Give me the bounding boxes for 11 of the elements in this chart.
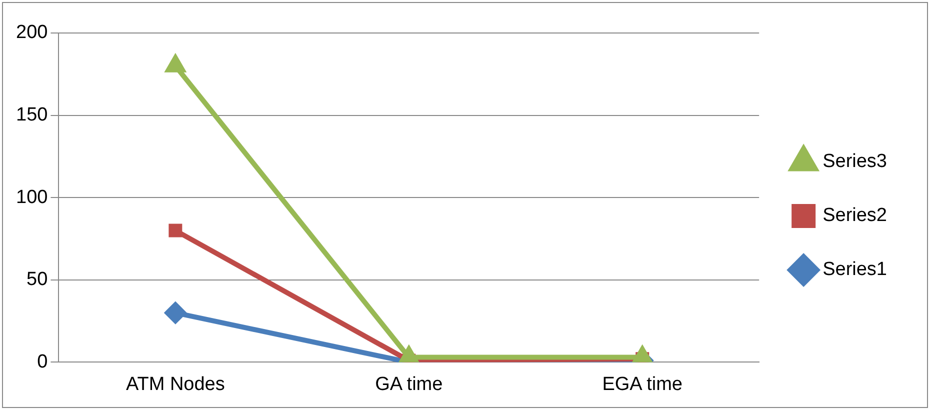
y-tick-label: 200 [16,22,48,44]
legend-label: Series3 [822,151,887,172]
x-tick-label: EGA time [602,374,682,395]
legend-label: Series2 [822,205,887,226]
y-tick-label: 50 [26,269,48,290]
y-tick-label: 100 [16,186,48,208]
legend-label: Series1 [822,259,887,280]
y-tick-label: 0 [37,351,48,372]
y-tick-label: 150 [16,104,48,126]
x-tick-label: GA time [375,374,443,395]
x-tick-label: ATM Nodes [126,374,225,395]
